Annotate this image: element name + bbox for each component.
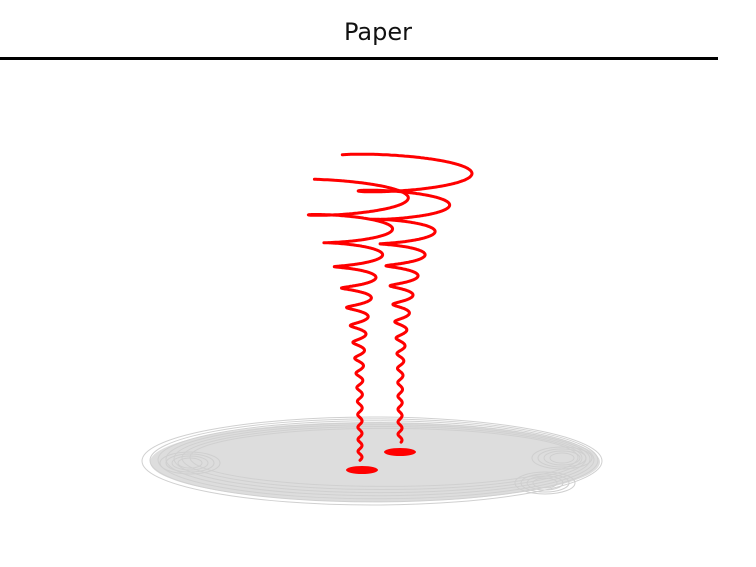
trajectory-foot-left (346, 466, 378, 474)
helix-figure (0, 60, 756, 567)
ground-shadow (142, 417, 602, 505)
page-title: Paper (0, 14, 756, 50)
trajectory-foot-right (384, 448, 416, 456)
